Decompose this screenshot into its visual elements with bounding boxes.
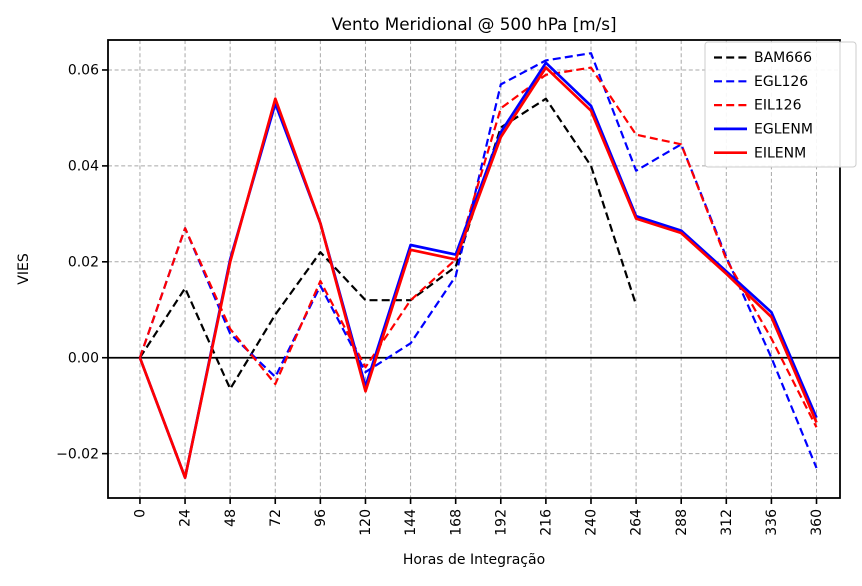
series-line-eil126 <box>138 66 818 428</box>
legend-label: BAM666 <box>754 50 812 66</box>
y-tick-label: 0.04 <box>68 159 99 175</box>
legend-label: EGL126 <box>754 74 808 90</box>
legend-item-egl126: EGL126 <box>714 74 808 90</box>
x-tick-label: 120 <box>358 509 374 536</box>
legend-item-eilenm: EILENM <box>714 145 806 161</box>
x-tick-label: 288 <box>674 509 690 536</box>
series-line-bam666 <box>138 97 638 390</box>
x-tick-label: 192 <box>493 509 509 536</box>
legend-label: EGLENM <box>754 122 813 138</box>
x-tick-label: 72 <box>268 509 284 527</box>
x-tick-label: 216 <box>539 509 555 536</box>
axis-ticks: −0.02 0.00 0.02 0.04 0.06 0 24 48 72 96 120 144 168 1… <box>56 63 825 536</box>
x-tick-label: 168 <box>448 509 464 536</box>
legend-item-bam666: BAM666 <box>714 50 812 66</box>
x-tick-label: 336 <box>764 509 780 536</box>
x-axis-label: Horas de Integração <box>403 552 545 568</box>
legend-label: EIL126 <box>754 98 802 114</box>
legend-item-eglenm: EGLENM <box>714 122 813 138</box>
y-tick-label: 0.06 <box>68 63 99 79</box>
x-tick-label: 96 <box>313 509 329 527</box>
chart-title: Vento Meridional @ 500 hPa [m/s] <box>331 14 616 34</box>
x-tick-label: 24 <box>178 509 194 527</box>
x-tick-label: 360 <box>809 509 825 536</box>
plot-border <box>107 39 841 499</box>
x-tick-label: 0 <box>133 509 149 518</box>
x-tick-label: 144 <box>403 509 419 536</box>
legend-label: EILENM <box>754 145 806 161</box>
series-lines <box>138 52 818 479</box>
y-tick-label: 0.00 <box>68 350 99 366</box>
y-axis-label: VIES <box>16 253 32 285</box>
x-tick-label: 48 <box>223 509 239 527</box>
x-tick-label: 312 <box>719 509 735 536</box>
legend-box <box>704 41 857 168</box>
x-tick-label: 264 <box>629 509 645 536</box>
x-tick-label: 240 <box>584 509 600 536</box>
y-tick-label: 0.02 <box>68 254 99 270</box>
series-line-eilenm <box>138 66 818 479</box>
legend-item-eil126: EIL126 <box>714 98 802 114</box>
y-tick-label: −0.02 <box>56 446 99 462</box>
legend: BAM666 EGL126 EIL126 EGLENM EILENM <box>704 41 857 168</box>
